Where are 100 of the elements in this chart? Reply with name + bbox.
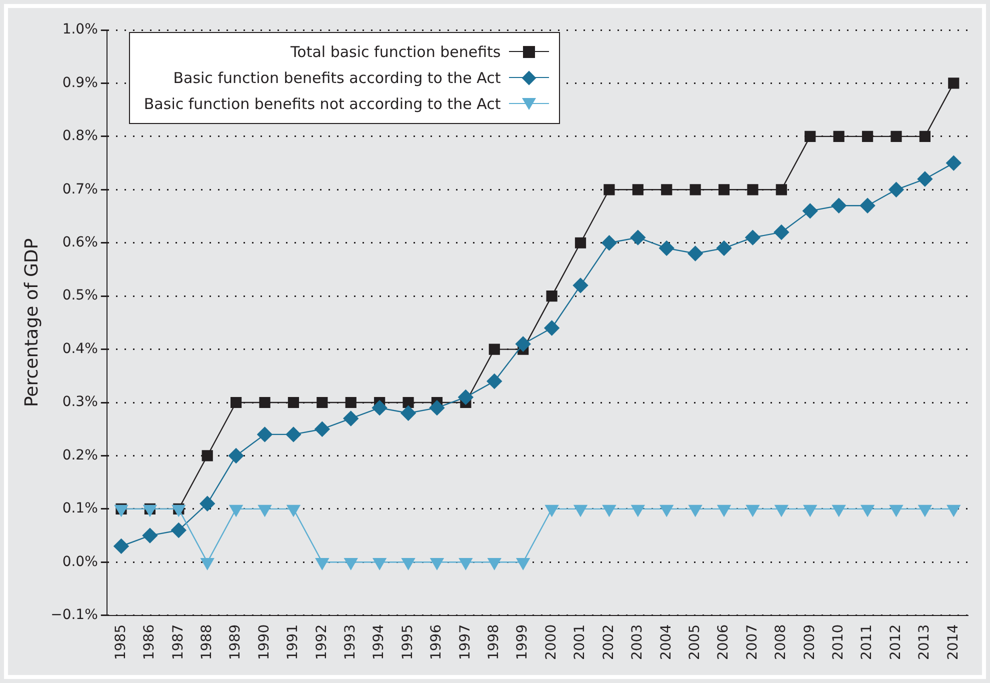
point (257, 426, 272, 442)
point (459, 558, 472, 570)
x-tick-label: 1991 (285, 624, 302, 660)
x-tick-label: 1988 (199, 624, 215, 660)
x-tick-label: 2001 (572, 624, 588, 660)
point (602, 235, 617, 250)
point (574, 504, 588, 517)
point (860, 504, 874, 517)
point (659, 240, 674, 256)
y-tick-label: 1.0% (62, 22, 98, 38)
point (228, 448, 244, 464)
point (230, 396, 242, 408)
x-tick-label: 1997 (457, 624, 474, 660)
point (314, 422, 330, 437)
y-tick-label: 0.6% (62, 234, 98, 251)
point (717, 504, 731, 517)
point (747, 184, 758, 196)
point (316, 558, 329, 570)
x-tick-label: 1996 (428, 624, 445, 660)
point (831, 198, 846, 214)
y-tick-label: 0.4% (62, 340, 98, 357)
x-tick-label: 1994 (371, 624, 388, 660)
point (718, 184, 730, 196)
point (430, 558, 444, 570)
x-tick-label: 2000 (543, 624, 560, 660)
point (688, 504, 702, 517)
point (774, 224, 790, 240)
point (545, 504, 558, 517)
point (402, 558, 415, 570)
point (948, 78, 960, 89)
point (171, 522, 186, 538)
point (488, 344, 500, 355)
legend-label: Total basic function benefits (290, 43, 501, 61)
x-tick-label: 2007 (744, 624, 760, 660)
x-tick-label: 1998 (486, 624, 502, 660)
point (372, 400, 388, 416)
y-tick-label: 0.1% (62, 500, 98, 517)
y-axis-title: Percentage of GDP (21, 238, 42, 408)
x-tick-label: 2008 (773, 624, 790, 660)
y-tick-label: 0.7% (62, 181, 98, 198)
point (862, 130, 874, 142)
point (745, 230, 760, 246)
x-tick-label: 2003 (630, 624, 646, 660)
point (200, 558, 214, 570)
point (746, 504, 760, 517)
point (946, 504, 960, 517)
point (516, 558, 530, 570)
point (458, 390, 474, 405)
point (661, 184, 672, 196)
y-tick-label: 0.5% (62, 288, 98, 304)
point (114, 504, 128, 517)
point (890, 504, 903, 517)
point (888, 182, 904, 198)
y-tick-label: 0.8% (62, 128, 98, 144)
point (288, 396, 300, 408)
point (258, 504, 272, 517)
point (919, 130, 930, 142)
point (917, 171, 933, 187)
point (343, 410, 358, 426)
x-tick-label: 2013 (916, 624, 933, 660)
point (429, 400, 445, 416)
point (345, 396, 356, 408)
x-tick-label: 2009 (802, 624, 818, 660)
point (486, 374, 502, 389)
y-tick-label: 0.9% (62, 74, 98, 91)
point (832, 504, 846, 517)
x-tick-label: 1989 (228, 624, 244, 660)
x-tick-label: 1987 (170, 624, 186, 660)
point (946, 155, 962, 171)
point (488, 558, 502, 570)
point (286, 426, 302, 442)
point (572, 278, 588, 294)
x-tick-label: 2005 (686, 624, 703, 660)
point (803, 504, 817, 517)
point (602, 504, 616, 517)
point (574, 237, 586, 248)
point (632, 184, 644, 196)
y-tick-label: 0.3% (62, 394, 98, 410)
point (630, 230, 646, 246)
x-tick-label: 1986 (142, 624, 158, 660)
point (890, 130, 902, 142)
point (802, 203, 818, 219)
legend-label: Basic function benefits according to the Act (173, 69, 501, 87)
point (172, 504, 186, 517)
legend-label: Basic function benefits not according to the Act (144, 95, 501, 113)
point (402, 396, 414, 408)
point (918, 504, 932, 517)
point (372, 558, 386, 570)
point (776, 184, 787, 196)
point (515, 336, 531, 352)
x-tick-label: 2006 (716, 624, 732, 660)
point (631, 504, 645, 517)
point (143, 504, 157, 517)
x-tick-label: 2011 (859, 624, 876, 660)
point (660, 504, 674, 517)
x-tick-label: 1993 (342, 624, 359, 660)
x-tick-label: 2002 (600, 624, 617, 660)
x-tick-label: 2010 (830, 624, 846, 660)
point (202, 450, 213, 462)
point (114, 538, 129, 554)
